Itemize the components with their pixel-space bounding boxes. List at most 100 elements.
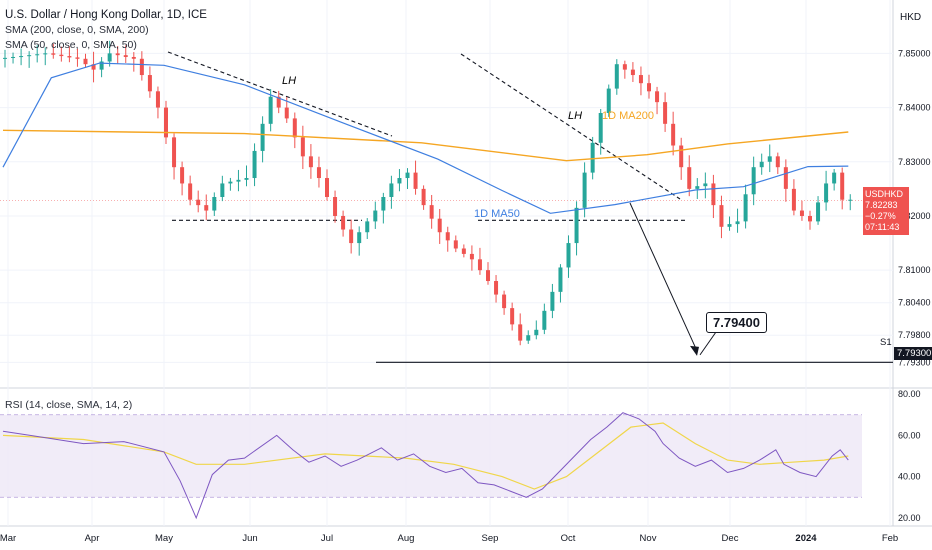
candle-body [220, 183, 225, 197]
candle-body [67, 56, 72, 58]
candle-body [751, 167, 756, 195]
lower-high-trendline-2 [460, 53, 681, 200]
target-callout: 7.79400 [706, 312, 767, 333]
candle-body [3, 57, 7, 59]
candle-body [389, 183, 394, 197]
candle-body [381, 197, 386, 211]
candle-body [534, 329, 539, 336]
support-levels [0, 200, 893, 363]
candle-body [228, 181, 233, 184]
rsi-band-fill [0, 414, 862, 498]
candle-body [719, 205, 724, 227]
candle-body [848, 199, 853, 201]
candle-body [316, 167, 321, 179]
rsi-ma-line [2, 422, 849, 490]
moving-averages [2, 62, 849, 214]
candle-body [196, 199, 201, 206]
candle-body [461, 248, 466, 254]
candle-body [27, 55, 32, 57]
lh-label-2: LH [568, 110, 583, 122]
candle-body [783, 167, 788, 189]
s1-price-tag: 7.79300 [894, 347, 932, 360]
candle-body [99, 61, 104, 70]
candle-body [123, 55, 128, 57]
candle-body [711, 183, 716, 206]
sma50-legend[interactable]: SMA (50, close, 0, SMA, 50) [5, 39, 137, 51]
candle-body [91, 64, 96, 70]
candle-body [638, 75, 643, 84]
candle-body [437, 218, 442, 233]
candle-body [429, 205, 434, 219]
candle-body [574, 207, 579, 244]
candle-body [365, 221, 370, 233]
candle-body [59, 54, 64, 57]
last-price-tag: USDHKD 7.82283 −0.27% 07:11:43 [863, 187, 909, 235]
price-axis: 7.85000 7.84000 7.83000 7.82000 7.81000 7.804… [898, 48, 931, 523]
ma50-label: 1D MA50 [474, 208, 520, 220]
rsi-legend[interactable]: RSI (14, close, SMA, 14, 2) [5, 399, 133, 411]
price-tick-label: 7.84000 [898, 103, 931, 113]
candle-body [735, 221, 740, 225]
price-tag-price: 7.82283 [865, 200, 898, 210]
candle-body [518, 324, 523, 341]
time-tick-label: 2024 [795, 533, 817, 544]
candle-body [590, 142, 595, 173]
time-tick-label: Sep [482, 533, 499, 544]
sma50-line [2, 62, 849, 214]
price-tick-label: 7.79300 [898, 357, 931, 367]
price-tag-symbol: USDHKD [865, 189, 904, 199]
candle-body [252, 150, 257, 179]
candle-body [204, 205, 209, 211]
candle-body [19, 56, 24, 58]
candle-body [526, 335, 531, 341]
time-axis: Mar Apr May Jun Jul Aug Sep Oct Nov Dec 2024 Feb [0, 533, 898, 544]
candle-body [147, 75, 152, 92]
projection-arrow [629, 202, 717, 356]
candle-body [477, 259, 482, 271]
candle-body [767, 156, 772, 162]
candle-body [397, 178, 402, 184]
lower-high-trendline-1 [167, 51, 393, 137]
time-tick-label: Aug [398, 533, 415, 544]
candle-body [445, 232, 450, 241]
time-tick-label: Jun [242, 533, 257, 544]
price-tag-change: −0.27% [865, 211, 896, 221]
candle-body [35, 54, 40, 56]
candle-body [244, 178, 249, 180]
candle-body [687, 167, 692, 189]
s1-label: S1 [880, 337, 892, 348]
candle-body [325, 178, 329, 197]
candle-body [832, 172, 837, 184]
candle-body [155, 91, 160, 108]
candle-body [840, 172, 845, 200]
candle-body [808, 215, 812, 222]
chart-legend: U.S. Dollar / Hong Kong Dollar, 1D, ICE … [5, 8, 207, 53]
projection-arrow-line [629, 202, 698, 352]
candle-body [663, 102, 668, 124]
candle-body [139, 58, 144, 76]
price-tag-countdown: 07:11:43 [865, 222, 900, 232]
candle-body [131, 56, 136, 59]
candle-body [405, 172, 410, 179]
projection-arrow-head [690, 345, 699, 356]
candle-body [180, 167, 185, 184]
candle-body [695, 186, 700, 189]
axis-bg [862, 0, 932, 550]
rsi-tick-label: 20.00 [898, 513, 921, 523]
time-tick-label: Apr [85, 533, 100, 544]
candle-body [655, 91, 660, 103]
sma200-legend[interactable]: SMA (200, close, 0, SMA, 200) [5, 24, 149, 36]
candle-body [212, 197, 217, 211]
candle-body [188, 183, 193, 200]
candle-body [373, 210, 378, 222]
candle-body [606, 88, 611, 113]
price-tick-label: 7.82000 [898, 211, 931, 221]
rsi-line [2, 412, 849, 520]
candle-body [775, 156, 780, 168]
currency-label: HKD [900, 12, 922, 23]
candle-body [333, 197, 338, 216]
chart-title: U.S. Dollar / Hong Kong Dollar, 1D, ICE [5, 9, 207, 21]
candles [3, 40, 853, 346]
candle-body [703, 183, 708, 187]
